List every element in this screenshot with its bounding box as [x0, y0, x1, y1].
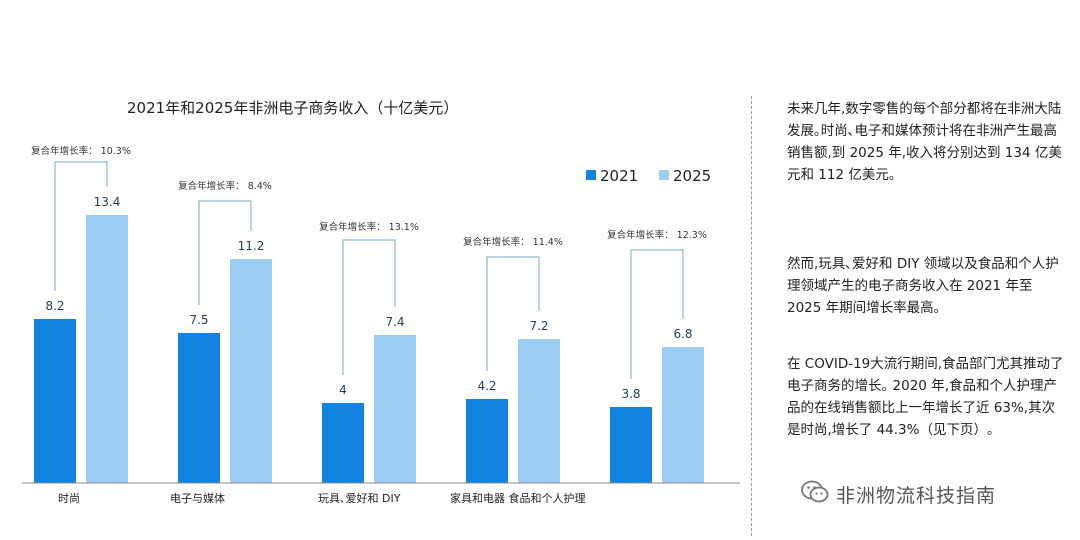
cagr-bracket-1 [198, 200, 252, 305]
cagr-bracket-0 [54, 161, 108, 291]
cagr-label-3: 复合年增长率： 11.4% [463, 236, 563, 248]
legend: 2021 2025 [586, 167, 711, 185]
paragraph-growth: 然而,玩具､爱好和 DIY 领域以及食品和个人护理领域产生的电子商务收入在 20… [787, 256, 1059, 316]
watermark: 非洲物流科技指南 [800, 480, 996, 508]
wechat-icon [800, 479, 830, 509]
bar-2021-0 [34, 319, 76, 483]
bar-2021-4 [610, 407, 652, 483]
bar-2021-3 [466, 399, 508, 483]
chart-title: 2021年和2025年非洲电子商务收入（十亿美元） [127, 99, 458, 117]
chart: 2021年和2025年非洲电子商务收入（十亿美元） 复合年增长率： 10.3%复… [22, 99, 740, 505]
cagr-bracket-3 [486, 256, 540, 371]
value-label-2025-4: 6.8 [673, 327, 692, 341]
category-label-2: 玩具､爱好和 DIY [318, 491, 401, 505]
value-label-2021-4: 3.8 [621, 387, 640, 401]
value-labels: 8.2 13.4 7.5 11.2 4 7.4 4.2 7.2 3.8 6.8 [45, 195, 692, 401]
bar-2021-2 [322, 403, 364, 483]
bar-2025-4 [662, 347, 704, 483]
legend-swatch-2025 [659, 170, 669, 180]
value-label-2021-2: 4 [339, 383, 347, 397]
watermark-text: 非洲物流科技指南 [836, 484, 997, 507]
value-label-2025-0: 13.4 [94, 195, 121, 209]
bar-2025-2 [374, 335, 416, 483]
cagr-label-0: 复合年增长率： 10.3% [31, 145, 131, 157]
cagr-label-1: 复合年增长率： 8.4% [178, 180, 272, 192]
value-label-2021-1: 7.5 [189, 313, 208, 327]
value-label-2025-2: 7.4 [385, 315, 404, 329]
cagr-bracket-2 [342, 239, 396, 375]
bar-2025-0 [86, 215, 128, 483]
value-label-2021-3: 4.2 [477, 379, 496, 393]
cagr-label-2: 复合年增长率： 13.1% [319, 221, 419, 233]
bar-2025-3 [518, 339, 560, 483]
divider-line [751, 96, 752, 536]
category-labels: 时尚 电子与媒体 玩具､爱好和 DIY 家具和电器 食品和个人护理 [58, 491, 586, 505]
value-label-2021-0: 8.2 [45, 299, 64, 313]
cagr-brackets: 复合年增长率： 10.3% 复合年增长率： 8.4% 复合年增长率： 13.1% 复合… [31, 145, 707, 379]
legend-label-2025: 2025 [673, 167, 711, 185]
legend-swatch-2021 [586, 170, 596, 180]
cagr-label-4: 复合年增长率： 12.3% [607, 229, 707, 241]
bar-2021-1 [178, 333, 220, 483]
cagr-bracket-4 [630, 249, 684, 379]
bars [34, 215, 704, 483]
value-label-2025-3: 7.2 [529, 319, 548, 333]
bar-2025-1 [230, 259, 272, 483]
value-label-2025-1: 11.2 [238, 239, 265, 253]
category-label-0: 时尚 [58, 491, 80, 505]
paragraph-forecast: 未来几年,数字零售的每个部分都将在非洲大陆发展｡时尚､电子和媒体预计将在非洲产生… [787, 101, 1062, 183]
legend-label-2021: 2021 [600, 167, 638, 185]
paragraph-covid: 在 COVID-19大流行期间,食品部门尤其推动了电子商务的增长｡ 2020 年… [787, 356, 1064, 438]
category-label-3: 家具和电器 食品和个人护理 [450, 491, 586, 505]
category-label-1: 电子与媒体 [170, 491, 225, 505]
